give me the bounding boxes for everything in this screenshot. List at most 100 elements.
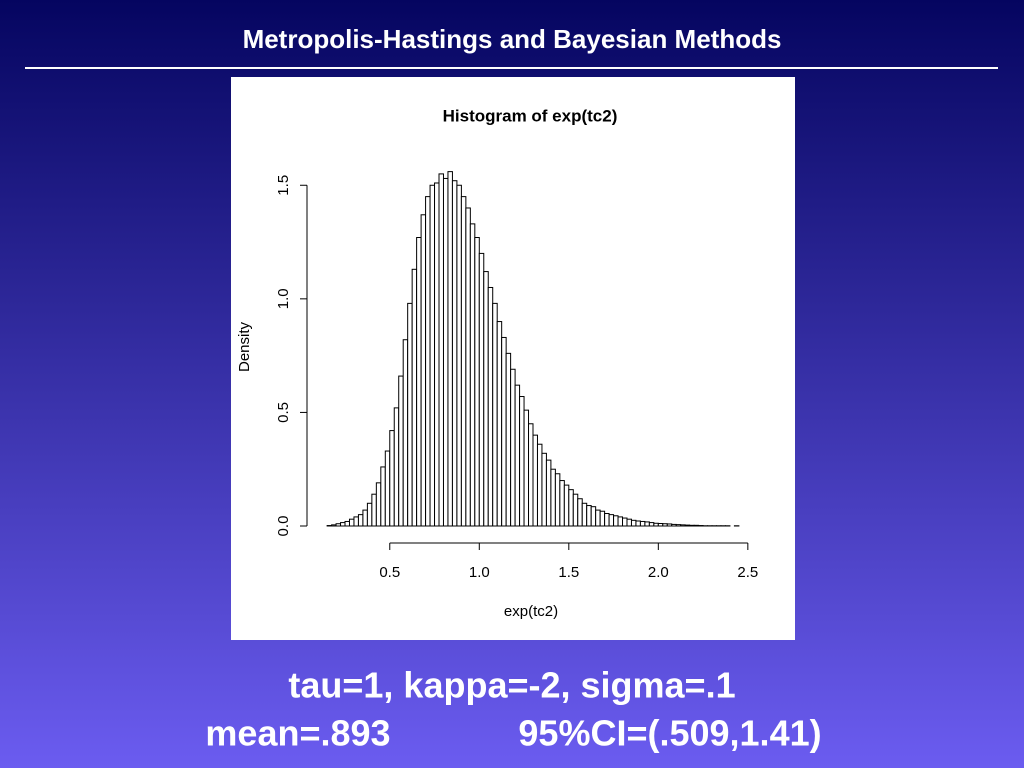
bar — [560, 481, 564, 526]
bar — [345, 521, 349, 526]
caption-mean: mean=.893 — [205, 713, 390, 754]
bar — [439, 174, 443, 526]
bar — [614, 516, 618, 526]
chart-title: Histogram of exp(tc2) — [443, 106, 618, 125]
bar — [511, 369, 515, 526]
bar — [640, 521, 644, 526]
bar — [336, 524, 340, 526]
bar — [551, 469, 555, 526]
bar — [533, 435, 537, 526]
x-tick-label: 2.0 — [648, 564, 669, 581]
bar — [676, 525, 680, 526]
bar — [426, 197, 430, 526]
x-axis-label: exp(tc2) — [504, 603, 558, 620]
bar — [372, 494, 376, 526]
bar — [502, 337, 506, 526]
bar — [341, 523, 345, 526]
bar — [448, 172, 452, 526]
bar — [381, 467, 385, 526]
x-tick-label: 1.5 — [558, 564, 579, 581]
bar — [564, 485, 568, 526]
bar — [623, 518, 627, 526]
bar — [627, 519, 631, 526]
plot-panel — [231, 77, 795, 640]
bar — [461, 197, 465, 526]
bar — [636, 521, 640, 526]
bar — [515, 385, 519, 526]
x-tick-label: 2.5 — [737, 564, 758, 581]
y-tick-label: 0.0 — [275, 516, 292, 537]
bar — [537, 444, 541, 526]
bar — [354, 517, 358, 526]
bar — [430, 185, 434, 526]
bar — [484, 272, 488, 526]
bar — [493, 303, 497, 526]
bar — [403, 340, 407, 526]
bar — [618, 517, 622, 526]
bar — [452, 181, 456, 526]
bar — [690, 525, 694, 526]
bar — [582, 503, 586, 526]
bar — [497, 322, 501, 526]
bar — [367, 503, 371, 526]
bar — [542, 453, 546, 526]
bar — [488, 287, 492, 526]
bar — [645, 522, 649, 526]
bar — [596, 510, 600, 526]
bar — [394, 408, 398, 526]
bar — [663, 524, 667, 526]
bar — [658, 524, 662, 526]
bar — [479, 253, 483, 526]
bar — [578, 499, 582, 526]
y-tick-label: 1.0 — [275, 288, 292, 309]
bar — [631, 520, 635, 526]
bar — [573, 494, 577, 526]
bar — [591, 507, 595, 526]
bar — [520, 397, 524, 526]
y-axis-label: Density — [236, 321, 253, 372]
bar — [506, 353, 510, 526]
caption-line: tau=1, kappa=-2, sigma=.1 — [288, 665, 735, 706]
bar — [385, 451, 389, 526]
bar — [609, 515, 613, 526]
bar — [681, 525, 685, 526]
bar — [421, 215, 425, 526]
caption-ci: 95%CI=(.509,1.41) — [518, 713, 821, 754]
bar — [529, 424, 533, 526]
bar — [412, 269, 416, 526]
bar — [475, 238, 479, 526]
bar — [443, 178, 447, 526]
bar — [466, 208, 470, 526]
bar — [555, 474, 559, 526]
bar — [672, 524, 676, 526]
bar — [399, 376, 403, 526]
bar — [363, 510, 367, 526]
bar — [390, 431, 394, 526]
bar — [524, 410, 528, 526]
bar — [417, 238, 421, 526]
slide-title: Metropolis-Hastings and Bayesian Methods — [243, 24, 782, 54]
bar — [587, 506, 591, 526]
bar — [457, 185, 461, 526]
bar — [546, 460, 550, 526]
bar — [694, 525, 698, 526]
x-tick-label: 0.5 — [379, 564, 400, 581]
bar — [569, 490, 573, 526]
bar — [349, 519, 353, 526]
bar — [600, 511, 604, 526]
bar — [376, 483, 380, 526]
bar — [667, 524, 671, 526]
bar — [649, 523, 653, 526]
bar — [470, 224, 474, 526]
bar — [408, 303, 412, 526]
bar — [332, 525, 336, 526]
y-tick-label: 1.5 — [275, 175, 292, 196]
x-tick-label: 1.0 — [469, 564, 490, 581]
bar — [358, 515, 362, 526]
bar — [685, 525, 689, 526]
bar — [654, 523, 658, 526]
bar — [435, 183, 439, 526]
bar — [605, 514, 609, 526]
